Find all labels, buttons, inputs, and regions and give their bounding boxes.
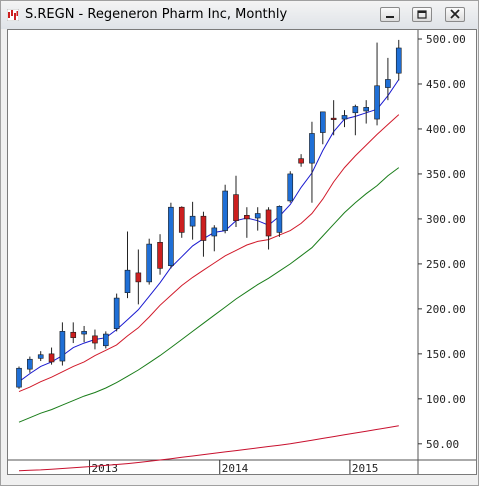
candle-body[interactable] bbox=[298, 158, 304, 164]
candle-body[interactable] bbox=[265, 209, 272, 237]
y-tick-label: 400.00 bbox=[426, 123, 466, 136]
y-tick-label: 300.00 bbox=[426, 213, 466, 226]
candle-body[interactable] bbox=[254, 213, 261, 219]
candle-body[interactable] bbox=[103, 333, 109, 347]
candlestick-chart[interactable]: 50.00 100.00 150.00 200.00 250.00 300.00 350.0… bbox=[8, 30, 476, 475]
candle-body[interactable] bbox=[200, 215, 207, 241]
candle-body[interactable] bbox=[222, 190, 228, 231]
y-tick-label: 50.00 bbox=[426, 438, 459, 451]
candle-body[interactable] bbox=[374, 85, 380, 120]
candle-body[interactable] bbox=[92, 335, 98, 344]
candle-body[interactable] bbox=[244, 215, 250, 220]
candle-body[interactable] bbox=[330, 117, 337, 120]
x-tick-label: 2013 bbox=[92, 462, 119, 474]
candle-body[interactable] bbox=[70, 331, 77, 338]
candle-body[interactable] bbox=[135, 272, 142, 283]
minimize-icon bbox=[386, 16, 394, 18]
candle-body[interactable] bbox=[309, 133, 315, 164]
minimize-button[interactable] bbox=[380, 7, 400, 22]
series-line-2 bbox=[18, 114, 400, 393]
chart-area[interactable]: 50.00 100.00 150.00 200.00 250.00 300.00 350.0… bbox=[7, 29, 477, 475]
candle-body[interactable] bbox=[124, 269, 131, 293]
y-tick-label: 150.00 bbox=[426, 348, 466, 361]
candle-body[interactable] bbox=[37, 354, 44, 359]
candle-body[interactable] bbox=[211, 227, 218, 237]
series-line-3 bbox=[18, 167, 400, 423]
y-tick-label: 350.00 bbox=[426, 168, 466, 181]
candle-body[interactable] bbox=[363, 107, 370, 112]
candle-body[interactable] bbox=[395, 47, 402, 74]
y-tick-label: 450.00 bbox=[426, 78, 466, 91]
candle-body[interactable] bbox=[113, 297, 120, 329]
candle-body[interactable] bbox=[341, 115, 348, 120]
y-tick-label: 100.00 bbox=[426, 393, 466, 406]
chart-app-icon bbox=[7, 9, 19, 21]
candle-body[interactable] bbox=[146, 243, 152, 283]
candle-body[interactable] bbox=[81, 331, 87, 335]
restore-button[interactable] bbox=[412, 7, 432, 22]
x-tick-label: 2014 bbox=[222, 462, 249, 474]
candle-body[interactable] bbox=[276, 206, 283, 233]
candle-body[interactable] bbox=[352, 106, 359, 114]
series-line-4 bbox=[18, 425, 399, 472]
restore-icon bbox=[417, 10, 427, 19]
candle-body[interactable] bbox=[16, 367, 22, 388]
y-tick-label: 250.00 bbox=[426, 258, 466, 271]
candle-body[interactable] bbox=[168, 206, 174, 266]
candle-body[interactable] bbox=[287, 173, 294, 202]
x-tick-label: 2015 bbox=[352, 462, 379, 474]
candle-body[interactable] bbox=[189, 215, 196, 227]
title-bar[interactable]: S.REGN - Regeneron Pharm Inc, Monthly bbox=[1, 1, 478, 29]
candle-body[interactable] bbox=[157, 242, 163, 269]
candle-body[interactable] bbox=[48, 353, 55, 363]
candle-body[interactable] bbox=[178, 206, 185, 233]
series-line-1 bbox=[18, 79, 400, 383]
candle-body[interactable] bbox=[27, 358, 33, 370]
window-title: S.REGN - Regeneron Pharm Inc, Monthly bbox=[25, 7, 288, 22]
y-tick-label: 500.00 bbox=[426, 33, 466, 46]
close-icon bbox=[450, 9, 460, 19]
close-button[interactable] bbox=[445, 7, 465, 22]
candle-body[interactable] bbox=[59, 331, 66, 362]
candle-body[interactable] bbox=[385, 79, 391, 88]
candle-body[interactable] bbox=[319, 111, 326, 133]
candle-body[interactable] bbox=[233, 194, 239, 222]
y-tick-label: 200.00 bbox=[426, 303, 466, 316]
